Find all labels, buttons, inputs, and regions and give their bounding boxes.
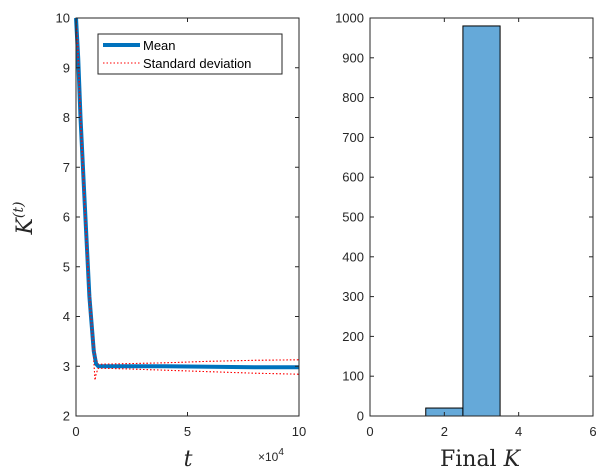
ylabel-superscript: (t) [11,202,27,219]
x-multiplier-base: ×10 [258,450,279,464]
right-ytick-label: 100 [342,369,364,384]
right-xtick-label: 6 [589,424,596,439]
left-plot-area [74,17,300,381]
right-xlabel: Final K [440,447,522,470]
series-line-overlay-dotted-upper [75,17,300,365]
right-plot-area [425,25,501,417]
legend-box [97,33,283,75]
left-ylabel-text: K(t) [11,202,38,236]
right-ytick-label: 800 [342,90,364,105]
left-ytick-label: 9 [63,60,70,75]
right-tick-labels: 0 100 200 300 400 500 600 700 800 900 1000 0 2 4 6 [335,11,597,440]
left-ytick-label: 2 [63,409,70,424]
legend: Mean Standard deviation [97,33,283,75]
right-ytick-label: 900 [342,50,364,65]
histogram-bar-1 [462,25,501,417]
left-tick-labels: 2 3 4 5 6 7 8 9 10 0 5 10 [56,11,307,440]
left-xtick-label: 5 [184,424,191,439]
right-ytick-label: 600 [342,170,364,185]
right-xlabel-word: Final [440,447,504,470]
left-xtick-label: 0 [72,424,79,439]
right-xtick-label: 2 [441,424,448,439]
left-xtick-label: 10 [292,424,306,439]
left-ylabel: K(t) [11,202,38,236]
left-ytick-label: 6 [63,210,70,225]
left-chart-mean-k: 2 3 4 5 6 7 8 9 10 0 5 10 Mean Standard deviation K… [11,11,306,470]
legend-mean-label: Mean [143,38,176,53]
right-ytick-label: 700 [342,130,364,145]
left-ytick-label: 5 [63,259,70,274]
left-xlabel: t [184,447,193,470]
right-ytick-label: 200 [342,329,364,344]
left-axes [75,17,300,417]
right-ytick-label: 300 [342,289,364,304]
right-ytick-label: 500 [342,210,364,225]
right-axes [369,17,594,417]
right-ytick-label: 0 [357,409,364,424]
left-ytick-label: 3 [63,359,70,374]
left-ytick-label: 4 [63,309,70,324]
ylabel-base: K [13,217,38,236]
right-xtick-label: 0 [366,424,373,439]
left-axes-box [75,17,300,417]
right-chart-histogram: 0 100 200 300 400 500 600 700 800 900 1000 0 2 4 6 Fin… [335,11,597,470]
left-ytick-label: 10 [56,11,70,26]
legend-std-label: Standard deviation [143,56,251,71]
x-multiplier: ×104 [258,447,284,464]
series-line-solid-thick [74,17,299,370]
right-ytick-label: 400 [342,249,364,264]
right-ytick-label: 1000 [335,11,364,26]
left-ytick-label: 8 [63,110,70,125]
right-xlabel-variable: K [503,447,522,470]
right-xtick-label: 4 [515,424,522,439]
left-ytick-label: 7 [63,160,70,175]
x-multiplier-exponent: 4 [278,447,284,458]
